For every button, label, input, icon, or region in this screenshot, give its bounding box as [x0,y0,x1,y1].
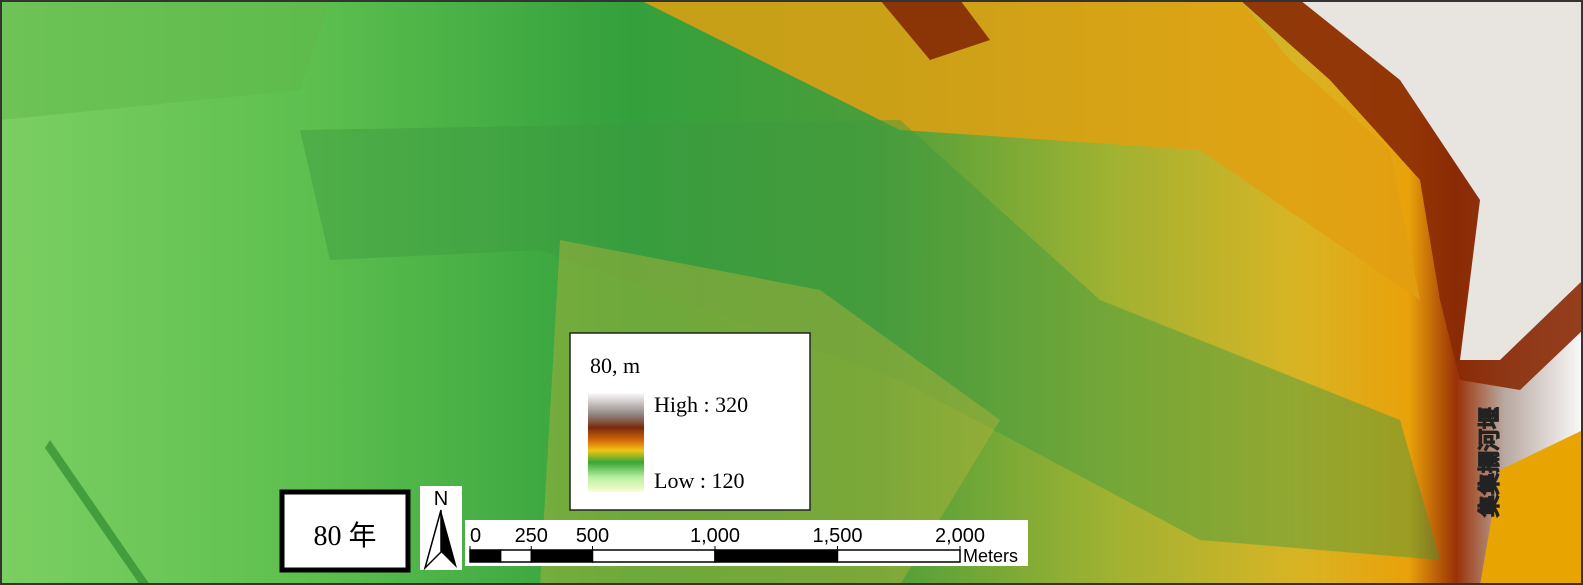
scale-tick-label: 500 [576,525,609,547]
legend-low: Low : 120 [654,468,744,493]
map-view: 80, m High : 320 Low : 120 80 年 N 0 250 50… [0,0,1583,585]
weir-label: 集集攔河堰 [1477,407,1502,518]
scale-segment [501,550,532,562]
legend-ramp [588,393,644,492]
year-box: 80 年 [282,492,408,570]
scale-segment [531,550,592,562]
scale-segment [593,550,716,562]
legend-high: High : 320 [654,392,748,417]
year-label: 80 年 [313,520,376,552]
north-arrow: N [420,486,462,570]
scale-tick-label: 1,000 [690,525,740,547]
scale-segment [715,550,838,562]
north-label: N [434,488,448,510]
scale-tick-label: 2,000 [935,525,985,547]
scale-tick-label: 1,500 [812,525,862,547]
scale-segment [838,550,961,562]
legend-title: 80, m [590,353,640,378]
scale-tick-label: 250 [515,525,548,547]
legend: 80, m High : 320 Low : 120 [570,333,810,510]
scale-segment [470,550,501,562]
scale-tick-label: 0 [470,525,481,547]
scale-unit: Meters [963,546,1018,566]
